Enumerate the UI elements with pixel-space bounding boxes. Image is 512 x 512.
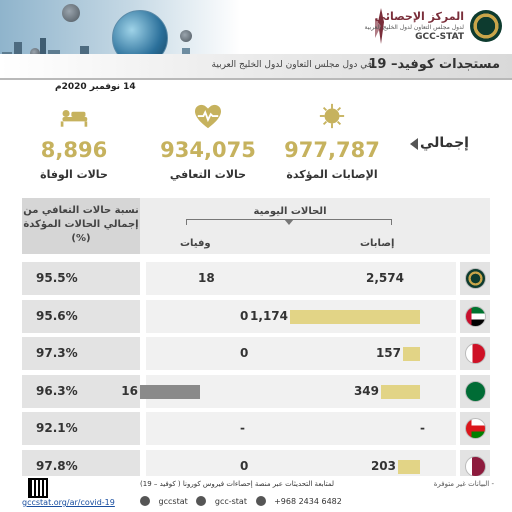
deaths-bar <box>140 384 200 399</box>
gcc-emblem-icon <box>470 10 502 42</box>
gcc-emblem-icon <box>465 268 486 289</box>
qatar-flag-icon <box>465 455 486 477</box>
stat-confirmed: 977,787 الإصابات المؤكدة <box>272 98 392 188</box>
recovery-pct-value: 95.6% <box>36 308 78 323</box>
cases-value: 157 <box>375 346 401 360</box>
daily-data-cell <box>146 412 456 445</box>
virus-icon <box>319 103 345 129</box>
daily-cases-header: الحالات اليومية <box>253 206 327 217</box>
confirmed-label: الإصابات المؤكدة <box>286 168 378 181</box>
flag-cell <box>460 374 490 408</box>
header-bracket-notch <box>284 219 294 225</box>
footer-note: - البيانات غير متوفرة <box>433 480 494 488</box>
recovery-pct-cell: 92.1% <box>22 412 140 445</box>
deaths-value: 0 <box>240 346 249 360</box>
deaths-label: حالات الوفاة <box>40 168 108 181</box>
pct-column-header: نسبة حالات التعافي من إجمالي الحالات الم… <box>22 198 140 254</box>
deaths-value: 0 <box>240 308 249 323</box>
flag-cell <box>460 412 490 445</box>
deaths-value: - <box>240 421 245 435</box>
table-row: 92.1% - - <box>22 412 490 445</box>
deaths-value: 0 <box>240 458 249 473</box>
flag-cell <box>460 299 490 333</box>
recovery-pct-cell: 95.6% <box>22 299 140 333</box>
footer <box>0 476 512 512</box>
recovery-pct-cell: 97.3% <box>22 337 140 370</box>
cases-value: 2,574 <box>366 271 404 285</box>
footer-contact: gccstat gcc-stat +968 2434 6482 <box>140 496 348 506</box>
cases-bar <box>398 459 420 474</box>
cases-value: 349 <box>353 383 379 398</box>
qr-code-icon <box>28 478 48 498</box>
cases-bar <box>403 347 420 361</box>
deaths-value: 18 <box>198 271 215 285</box>
org-name-en: GCC-STAT <box>415 32 464 42</box>
table-row: 95.5% 2,574 18 <box>22 262 490 295</box>
header: المركز الإحصائي لدول مجلس التعاون لدول ا… <box>0 0 512 80</box>
cases-bar <box>381 384 420 399</box>
page-title: مستجدات كوفيد– 19 <box>368 57 500 72</box>
social-icons[interactable] <box>140 496 150 506</box>
org-sub-ar: لدول مجلس التعاون لدول الخليج العربية <box>364 24 465 31</box>
recovery-pct-value: 96.3% <box>36 383 78 398</box>
summary-label: إجمالي <box>420 135 469 151</box>
recovery-pct-value: 95.5% <box>36 271 78 285</box>
flag-cell <box>460 337 490 370</box>
deaths-value: 16 <box>121 383 138 398</box>
social-handle-gccstat[interactable]: gccstat <box>158 496 188 506</box>
flag-cell <box>460 262 490 295</box>
uae-flag-icon <box>465 305 486 327</box>
saudi-flag-icon <box>465 380 486 402</box>
recovery-pct-value: 97.3% <box>36 346 78 360</box>
cases-bar <box>290 309 420 324</box>
hospital-bed-icon <box>60 109 88 127</box>
bahrain-flag-icon <box>465 343 486 364</box>
contact-phone: +968 2434 6482 <box>274 496 342 506</box>
confirmed-value: 977,787 <box>284 138 380 162</box>
cases-value: - <box>420 421 425 435</box>
stat-deaths: 8,896 حالات الوفاة <box>14 98 134 188</box>
table-row: 96.3% 349 16 <box>22 374 490 408</box>
deaths-column-header: وفيات <box>180 238 211 249</box>
recovery-pct-cell: 96.3% <box>22 374 140 408</box>
table-row: 97.3% 157 0 <box>22 337 490 370</box>
gcc-stat-logo: المركز الإحصائي لدول مجلس التعاون لدول ا… <box>362 6 502 50</box>
cases-value: 203 <box>370 458 396 473</box>
arrow-left-icon <box>410 138 418 150</box>
recovery-pct-value: 97.8% <box>36 458 78 473</box>
recovery-pct-cell: 95.5% <box>22 262 140 295</box>
cases-column-header: إصابات <box>360 238 395 249</box>
recovery-pct-value: 92.1% <box>36 421 78 435</box>
phone-icon <box>255 496 266 506</box>
cases-value: 1,174 <box>250 308 288 323</box>
recovered-value: 934,075 <box>160 138 256 162</box>
covid-platform-link[interactable]: gccstat.org/ar/covid-19 <box>22 498 115 507</box>
virus-icon <box>180 30 192 42</box>
heartbeat-icon <box>195 104 221 129</box>
oman-flag-icon <box>465 418 486 439</box>
social-icon[interactable] <box>196 496 207 506</box>
table-row: 95.6% 1,174 0 <box>22 299 490 333</box>
social-handle-gcc-stat[interactable]: gcc-stat <box>214 496 247 506</box>
deaths-value: 8,896 <box>40 138 108 162</box>
virus-icon <box>30 48 40 58</box>
report-date: 14 نوفمبر 2020م <box>55 82 136 92</box>
title-bar <box>0 54 512 80</box>
page-subtitle: في دول مجلس التعاون لدول الخليج العربية <box>211 60 372 70</box>
footer-follow-text: لمتابعة التحديثات عبر منصة إحصاءات فيروس… <box>140 480 335 488</box>
logo-mark-icon <box>375 8 384 44</box>
recovered-label: حالات التعافي <box>169 168 247 181</box>
stat-recovered: 934,075 حالات التعافي <box>148 98 268 188</box>
virus-icon <box>62 4 80 22</box>
org-name-ar: المركز الإحصائي <box>374 10 464 23</box>
daily-data-cell <box>146 262 456 295</box>
